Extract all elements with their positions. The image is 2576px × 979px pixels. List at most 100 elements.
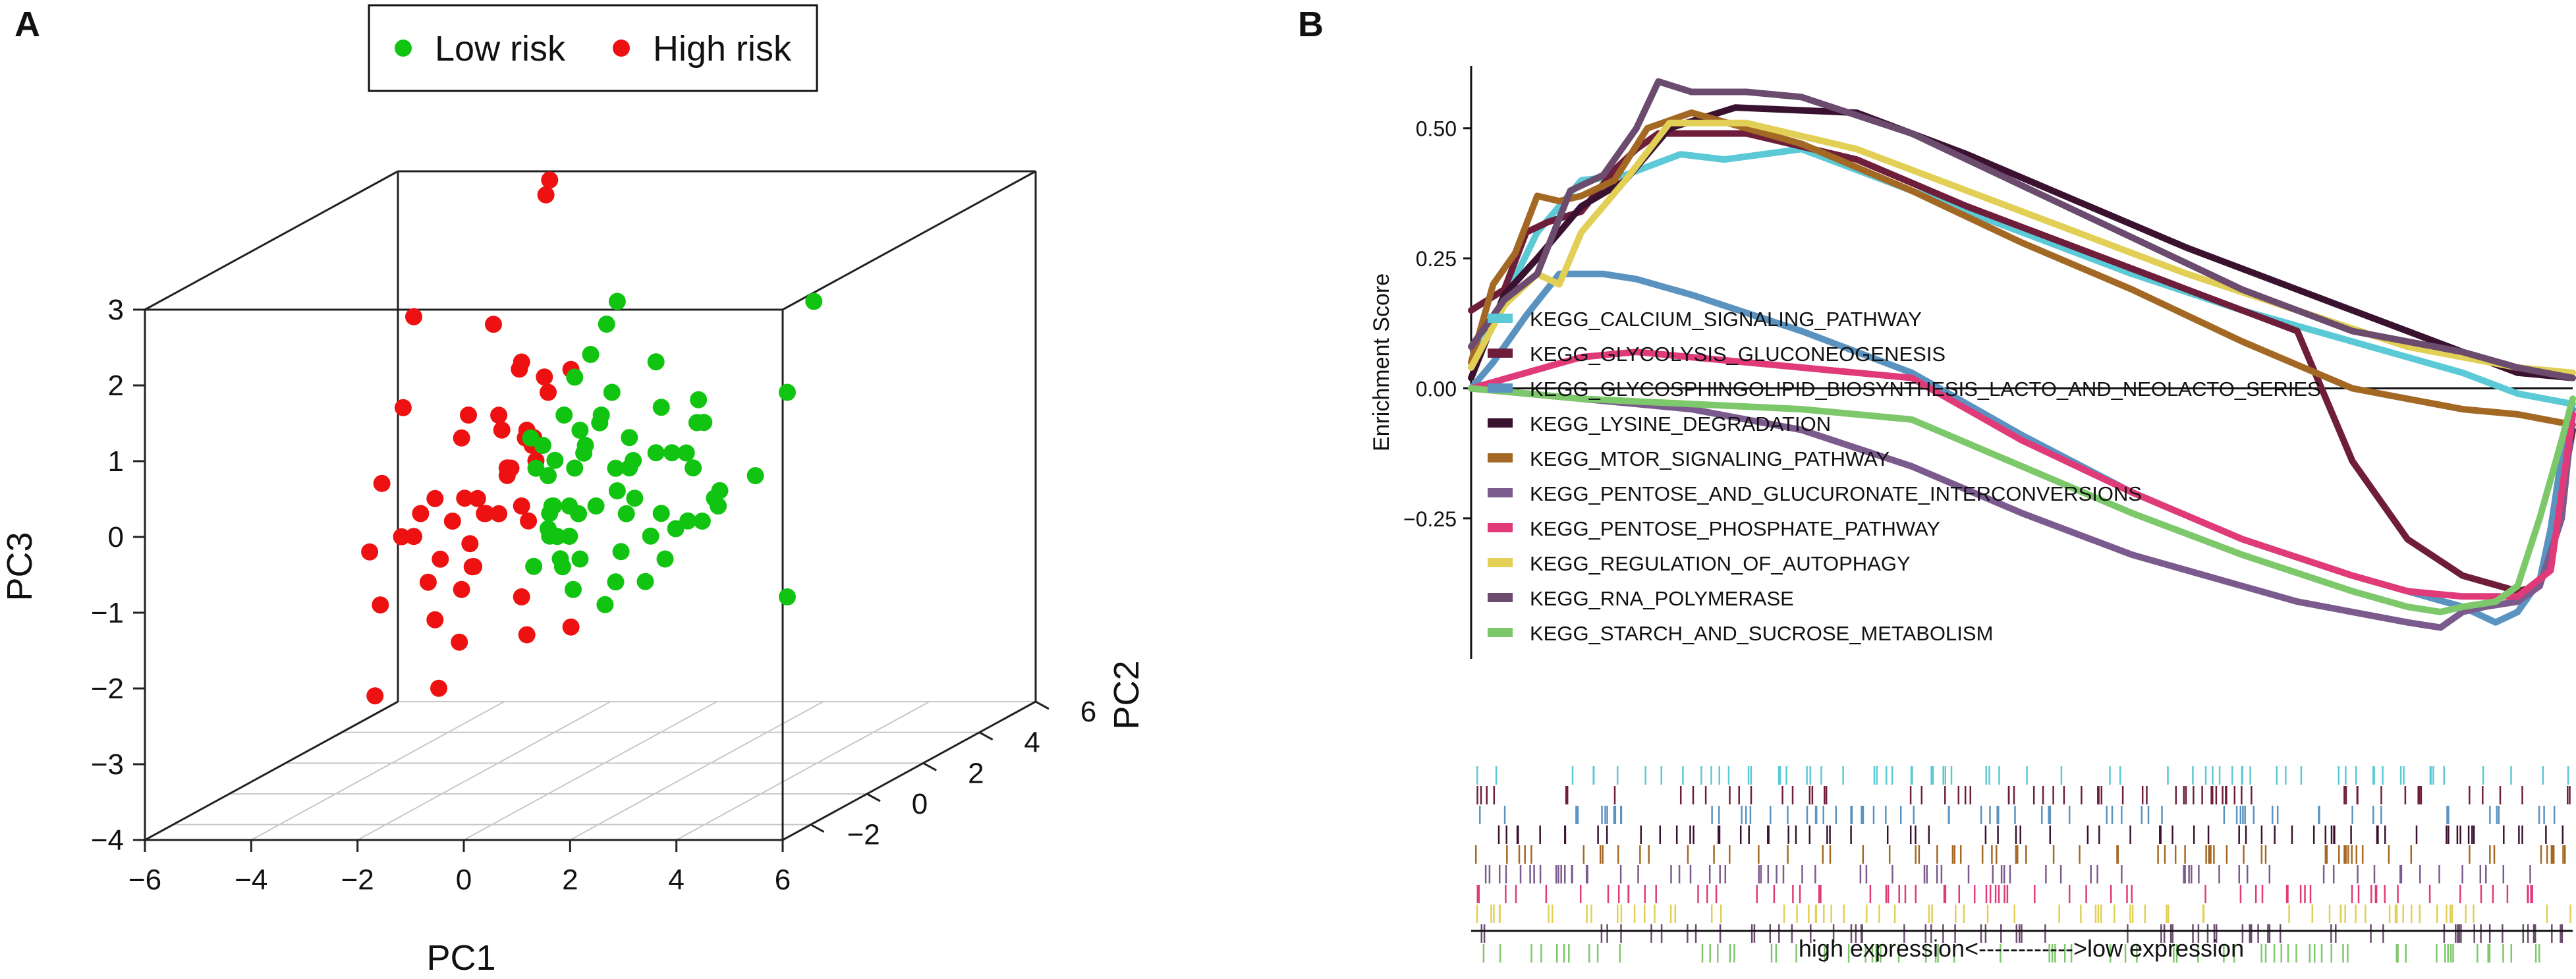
pc1-tick-label: −6	[128, 864, 161, 896]
floor-grid-line-x	[569, 701, 824, 841]
low-risk-point	[565, 580, 582, 598]
low-risk-point	[685, 459, 702, 477]
gsea-axes: −0.25 0.00 0.25 0.50	[1403, 66, 2573, 659]
floor-grid-line-x	[357, 701, 611, 841]
high-risk-point	[476, 505, 493, 522]
high-risk-point	[394, 399, 412, 416]
pc1-tick-label: 6	[775, 864, 791, 896]
high-risk-point	[419, 573, 437, 591]
high-risk-point	[513, 588, 530, 605]
pc3-tick-label: 0	[108, 521, 124, 553]
low-risk-point	[805, 293, 823, 310]
es-line-kegg-starch-and-sucrose-metabolism	[1468, 385, 2576, 615]
legend-high-risk-label: High risk	[653, 29, 792, 69]
high-risk-point	[405, 308, 422, 325]
pc1-tick-label: −4	[235, 864, 267, 896]
gsea-y-tick-label: 0.50	[1416, 117, 1457, 141]
pc3-tick-label: 2	[108, 370, 124, 402]
low-risk-point	[710, 497, 727, 515]
pc1-tick-label: −2	[341, 864, 374, 896]
high-risk-point	[490, 406, 508, 424]
low-risk-point	[612, 543, 630, 561]
high-risk-point	[461, 535, 479, 553]
low-risk-point	[522, 429, 540, 447]
high-risk-point	[443, 513, 461, 530]
high-risk-point	[453, 580, 470, 598]
low-risk-point	[571, 422, 589, 439]
legend-low-risk-label: Low risk	[435, 29, 566, 69]
low-risk-point	[603, 383, 621, 401]
low-risk-point	[626, 490, 644, 507]
low-risk-point	[527, 459, 545, 477]
gsea-lines	[1468, 78, 2576, 631]
high-risk-point	[502, 459, 520, 477]
high-risk-point	[468, 490, 486, 507]
pc2-tick-label: 4	[1024, 727, 1040, 759]
low-risk-point	[587, 497, 605, 515]
pc3-tick-label: 1	[108, 445, 124, 478]
gsea-legend-label: KEGG_MTOR_SIGNALING_PATHWAY	[1530, 447, 1890, 470]
pc3-tick-label: 3	[108, 294, 124, 326]
low-risk-point	[617, 505, 635, 522]
low-risk-point	[543, 497, 561, 515]
high-risk-point	[361, 543, 379, 561]
low-risk-point	[596, 596, 614, 613]
gsea-enrichment-plot: −0.25 0.00 0.25 0.50 KEGG_CALCIUM_SIGNALING…	[1369, 66, 2576, 963]
gsea-y-tick-label: 0.25	[1416, 247, 1457, 271]
pc2-tick	[810, 824, 825, 833]
box-edge	[144, 700, 399, 841]
high-risk-point	[490, 505, 508, 522]
gsea-legend-label: KEGG_PENTOSE_PHOSPHATE_PATHWAY	[1530, 517, 1940, 540]
low-risk-point	[566, 368, 584, 386]
pc2-tick-label: 6	[1080, 696, 1096, 728]
pc2-tick-label: 0	[912, 788, 928, 820]
low-risk-point	[598, 316, 615, 333]
gsea-y-tick-label: 0.00	[1416, 377, 1457, 401]
low-risk-point	[642, 527, 659, 545]
box-edge	[782, 700, 1036, 841]
pca-points	[361, 171, 823, 705]
pc1-tick-label: 0	[456, 864, 472, 896]
low-risk-point	[677, 444, 695, 462]
high-risk-point	[541, 171, 559, 189]
box-edge	[782, 170, 1036, 311]
pca-legend-box	[368, 4, 818, 92]
low-risk-point	[647, 353, 665, 371]
pc3-tick-label: −4	[91, 824, 124, 856]
box-edge	[144, 170, 399, 311]
low-risk-point	[555, 406, 573, 424]
high-risk-point	[430, 679, 447, 697]
low-risk-point	[576, 437, 594, 454]
low-risk-point	[525, 557, 543, 575]
low-risk-point	[779, 383, 796, 401]
low-risk-point	[607, 573, 625, 591]
low-risk-point	[693, 513, 711, 530]
low-risk-point	[561, 528, 578, 545]
high-risk-point	[518, 626, 536, 644]
low-risk-point	[688, 414, 706, 432]
gsea-legend-label: KEGG_STARCH_AND_SUCROSE_METABOLISM	[1530, 622, 1993, 645]
pc3-tick-label: −3	[91, 748, 124, 781]
pc2-tick	[978, 731, 994, 741]
high-risk-point	[536, 368, 553, 386]
pc3-tick-label: −1	[91, 597, 124, 629]
high-risk-point	[493, 421, 511, 439]
es-line-kegg-mtor-signaling-pathway	[1468, 109, 2576, 428]
legend-low-risk-marker	[395, 40, 412, 57]
pca-box-frame	[144, 170, 1037, 841]
high-risk-point	[456, 490, 474, 507]
high-risk-point	[366, 687, 384, 705]
floor-grid-line-x	[250, 701, 505, 841]
pca-x-axis-title: PC1	[426, 938, 495, 978]
gsea-legend: KEGG_CALCIUM_SIGNALING_PATHWAY KEGG_GLYCO…	[1488, 308, 2321, 645]
panel-b-label: B	[1298, 5, 1324, 44]
low-risk-point	[636, 573, 654, 590]
low-risk-point	[667, 520, 685, 538]
gsea-legend-label: KEGG_CALCIUM_SIGNALING_PATHWAY	[1530, 308, 1922, 331]
low-risk-point	[652, 399, 670, 416]
high-risk-point	[393, 528, 410, 545]
gsea-x-axis-title: high expression<------------>low express…	[1799, 935, 2244, 962]
pc2-tick-label: 2	[968, 757, 984, 789]
